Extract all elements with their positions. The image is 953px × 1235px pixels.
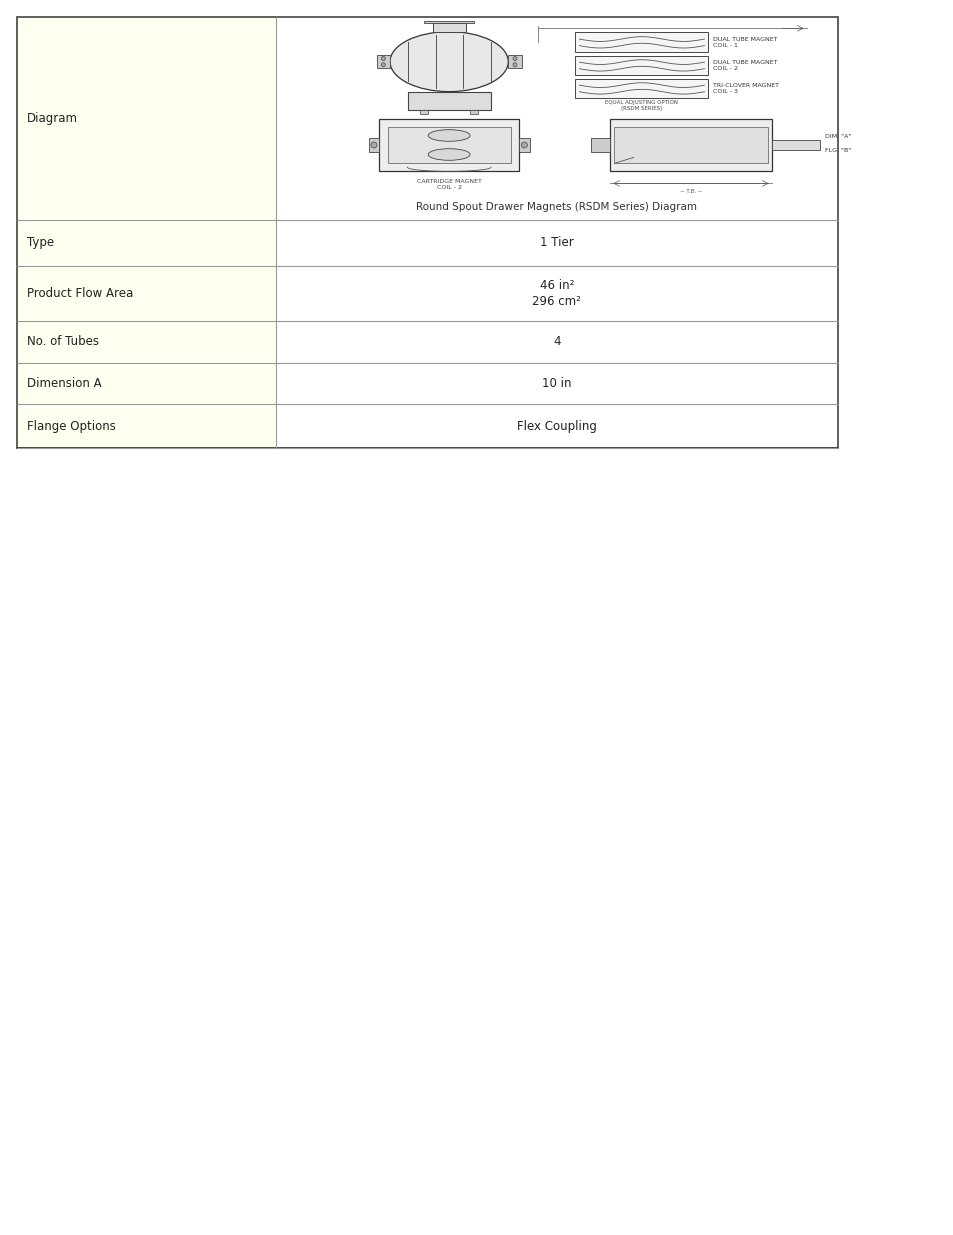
- Bar: [17, 363, 275, 405]
- Text: CARTRIDGE MAGNET
COIL - 2: CARTRIDGE MAGNET COIL - 2: [416, 179, 481, 190]
- Bar: [379, 119, 518, 172]
- Ellipse shape: [428, 148, 470, 161]
- Text: DUAL TUBE MAGNET: DUAL TUBE MAGNET: [713, 37, 777, 42]
- Bar: [275, 220, 837, 266]
- Bar: [275, 321, 837, 363]
- Text: Diagram: Diagram: [27, 112, 78, 125]
- Bar: [368, 137, 379, 152]
- Text: DIM. "A": DIM. "A": [824, 135, 850, 140]
- Bar: [424, 21, 474, 23]
- Text: Product Flow Area: Product Flow Area: [27, 287, 133, 300]
- Text: No. of Tubes: No. of Tubes: [27, 335, 99, 348]
- Circle shape: [381, 57, 385, 61]
- Text: TRI-CLOVER MAGNET: TRI-CLOVER MAGNET: [713, 83, 779, 88]
- Bar: [17, 220, 275, 266]
- Text: DUAL TUBE MAGNET: DUAL TUBE MAGNET: [713, 59, 777, 65]
- Text: EQUAL ADJUSTING OPTION
(RSDM SERIES): EQUAL ADJUSTING OPTION (RSDM SERIES): [605, 100, 678, 111]
- Bar: [275, 363, 837, 405]
- Bar: [17, 17, 275, 220]
- Circle shape: [371, 142, 376, 148]
- Circle shape: [521, 142, 527, 148]
- Text: Dimension A: Dimension A: [27, 377, 102, 390]
- Circle shape: [513, 63, 517, 67]
- Bar: [508, 56, 521, 68]
- Bar: [407, 91, 490, 110]
- Bar: [17, 405, 275, 448]
- Bar: [614, 126, 767, 163]
- Bar: [575, 56, 708, 75]
- Bar: [518, 137, 529, 152]
- Bar: [275, 266, 837, 321]
- Text: 10 in: 10 in: [541, 377, 571, 390]
- Bar: [17, 321, 275, 363]
- Ellipse shape: [390, 32, 508, 91]
- Bar: [275, 17, 837, 220]
- Bar: [17, 17, 837, 448]
- Bar: [575, 79, 708, 99]
- Text: 4: 4: [553, 335, 560, 348]
- Ellipse shape: [428, 130, 470, 141]
- Bar: [771, 141, 819, 149]
- Text: COIL - 1: COIL - 1: [713, 43, 738, 48]
- Bar: [376, 56, 390, 68]
- Bar: [575, 32, 708, 52]
- Text: FLG. "B": FLG. "B": [824, 148, 850, 153]
- Bar: [275, 405, 837, 448]
- Text: ~ T.B. ~: ~ T.B. ~: [679, 189, 701, 194]
- Text: Flex Coupling: Flex Coupling: [517, 420, 597, 432]
- Bar: [591, 137, 610, 152]
- Bar: [387, 127, 510, 163]
- Bar: [17, 266, 275, 321]
- Text: COIL - 2: COIL - 2: [713, 65, 738, 70]
- Bar: [610, 119, 771, 172]
- Bar: [470, 110, 477, 114]
- Text: COIL - 3: COIL - 3: [713, 89, 738, 94]
- Circle shape: [513, 57, 517, 61]
- Bar: [432, 23, 465, 32]
- Text: 1 Tier: 1 Tier: [539, 236, 573, 249]
- Text: Flange Options: Flange Options: [27, 420, 115, 432]
- Text: 46 in²: 46 in²: [539, 279, 574, 293]
- Text: Type: Type: [27, 236, 54, 249]
- Bar: [420, 110, 428, 114]
- Text: Round Spout Drawer Magnets (RSDM Series) Diagram: Round Spout Drawer Magnets (RSDM Series)…: [416, 201, 697, 211]
- Text: 296 cm²: 296 cm²: [532, 295, 580, 308]
- Circle shape: [381, 63, 385, 67]
